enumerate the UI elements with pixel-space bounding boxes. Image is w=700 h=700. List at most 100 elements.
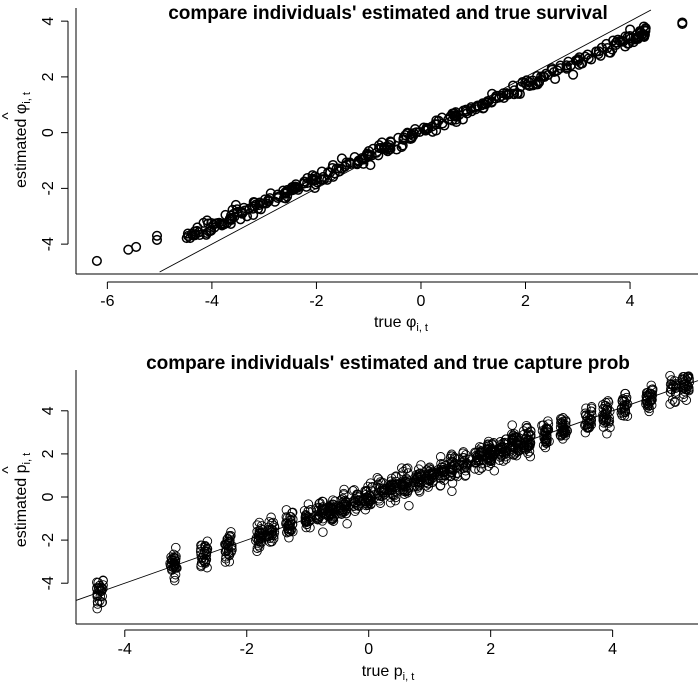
data-point [393, 132, 404, 143]
data-point [474, 465, 484, 475]
data-point [266, 512, 276, 523]
data-point [252, 546, 262, 557]
capture-xlabel: true pi, t [362, 663, 415, 683]
data-point [131, 241, 142, 252]
data-point [503, 89, 514, 100]
data-point [484, 455, 495, 466]
data-point [325, 506, 335, 516]
x-tick-label: -6 [100, 293, 114, 310]
x-tick-label: -2 [240, 641, 254, 658]
data-point [198, 549, 209, 560]
data-point [396, 470, 407, 481]
data-point [387, 480, 398, 490]
data-point [513, 436, 523, 446]
data-point [643, 399, 653, 409]
data-point [307, 170, 318, 181]
data-point [513, 439, 524, 449]
data-point [272, 192, 284, 204]
data-point [166, 552, 176, 562]
data-point [476, 447, 487, 458]
data-point [598, 399, 608, 410]
data-point [593, 46, 604, 57]
survival-points [91, 17, 688, 266]
data-point [568, 69, 579, 80]
data-point [310, 179, 321, 190]
data-point [237, 207, 248, 218]
data-point [284, 519, 295, 529]
y-tick-label: 4 [40, 17, 57, 26]
data-point [352, 490, 363, 500]
data-point [400, 130, 411, 141]
data-point [496, 446, 506, 456]
data-point [450, 470, 460, 481]
data-point [646, 394, 657, 405]
data-point [495, 439, 506, 450]
data-point [339, 484, 349, 495]
data-point [375, 491, 386, 502]
data-point [459, 456, 470, 466]
data-point [458, 460, 469, 471]
data-point [433, 115, 444, 126]
data-point [96, 582, 106, 593]
data-point [226, 547, 236, 557]
data-point [285, 523, 295, 534]
data-point [200, 556, 210, 567]
data-point [423, 478, 434, 489]
data-point [94, 583, 104, 594]
data-point [483, 439, 494, 450]
y-tick-label: -4 [40, 237, 57, 251]
data-point [398, 484, 409, 495]
data-point [290, 179, 301, 190]
data-point [669, 396, 680, 407]
data-point [169, 560, 180, 570]
data-point [358, 158, 369, 169]
data-point [680, 381, 691, 392]
data-point [603, 396, 613, 406]
data-point [170, 569, 181, 580]
data-point [285, 515, 296, 526]
data-point [390, 495, 401, 506]
data-point [92, 603, 102, 614]
data-point [621, 392, 632, 403]
data-point [496, 90, 507, 101]
data-point [169, 552, 179, 562]
data-point [460, 470, 471, 480]
data-point [561, 428, 571, 438]
x-tick-label: -2 [309, 293, 323, 310]
data-point [630, 34, 641, 45]
data-point [484, 440, 495, 451]
data-point [449, 108, 460, 119]
data-point [667, 395, 678, 405]
data-point [303, 513, 314, 523]
y-tick-label: 2 [40, 449, 57, 458]
data-point [281, 505, 292, 515]
data-point [264, 530, 275, 541]
data-point [458, 448, 468, 458]
data-point [435, 481, 446, 491]
data-point [438, 468, 448, 478]
data-point [172, 563, 182, 573]
data-point [619, 411, 630, 421]
data-point [581, 420, 591, 430]
capture-panel: compare individuals' estimated and true … [0, 353, 699, 683]
data-point [436, 474, 446, 484]
data-point [169, 575, 180, 586]
data-point [525, 426, 536, 437]
data-point [525, 430, 536, 440]
data-point [414, 464, 424, 474]
data-point [500, 439, 510, 450]
data-point [314, 498, 324, 509]
data-point [338, 505, 348, 516]
data-point [448, 460, 459, 470]
data-point [268, 517, 279, 528]
survival-ylabel: estimated φi, t [13, 92, 33, 188]
data-point [92, 591, 102, 602]
x-tick-label: 4 [626, 293, 635, 310]
data-point [418, 122, 429, 133]
data-point [677, 18, 688, 29]
data-point [460, 104, 471, 115]
data-point [681, 395, 692, 405]
survival-ylabel-hat: ^ [0, 112, 17, 120]
data-point [384, 144, 395, 155]
